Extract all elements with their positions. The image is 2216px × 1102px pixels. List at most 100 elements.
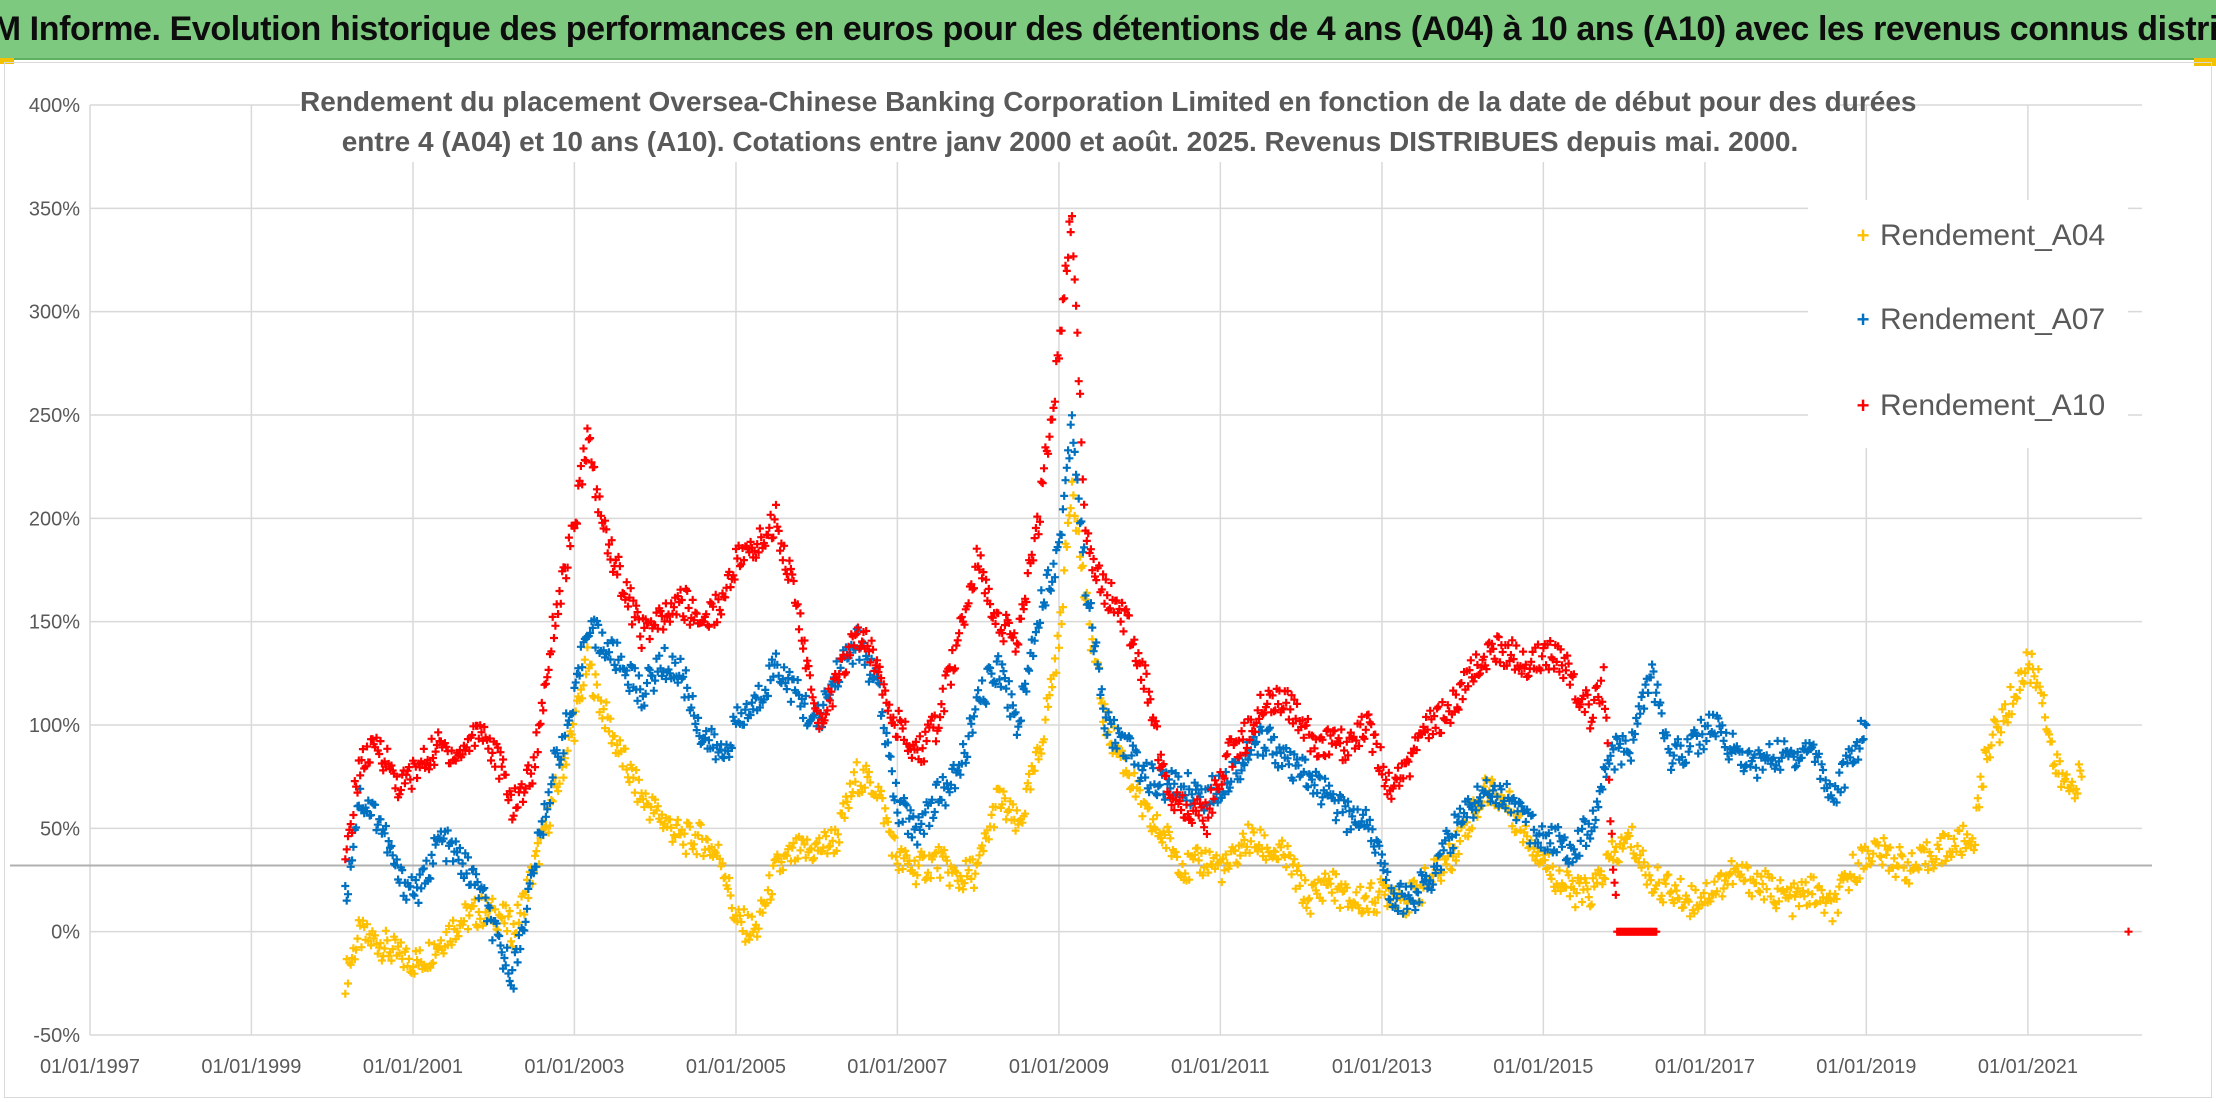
data-point <box>548 612 557 621</box>
data-point <box>495 774 504 783</box>
data-point <box>968 585 977 594</box>
data-point <box>1675 894 1684 903</box>
data-point <box>2027 649 2036 658</box>
data-point <box>930 711 939 720</box>
data-point <box>1640 858 1649 867</box>
data-point <box>1365 883 1374 892</box>
data-point <box>392 772 401 781</box>
data-point <box>1760 895 1768 904</box>
data-point <box>1391 901 1400 910</box>
data-point <box>371 800 380 809</box>
data-point <box>410 891 419 900</box>
data-point <box>1101 575 1110 584</box>
data-point <box>1066 228 1075 237</box>
data-point <box>1777 753 1786 762</box>
data-point <box>854 623 862 632</box>
data-point <box>922 737 931 745</box>
data-point <box>1878 860 1887 869</box>
data-point <box>1289 719 1297 728</box>
data-point <box>982 699 991 708</box>
data-point <box>1217 780 1226 789</box>
data-point <box>695 732 704 740</box>
data-point <box>406 882 415 891</box>
data-point <box>848 659 857 668</box>
data-point <box>1584 700 1593 709</box>
data-point <box>961 758 970 767</box>
data-point <box>1504 641 1513 650</box>
data-point <box>1702 879 1711 888</box>
data-point <box>1833 908 1842 917</box>
data-point <box>394 942 403 951</box>
data-point <box>1131 792 1140 801</box>
data-point <box>537 698 546 707</box>
data-point <box>1264 686 1273 695</box>
data-point <box>1340 796 1349 805</box>
data-point <box>1237 727 1246 736</box>
data-point <box>1228 762 1237 771</box>
data-point <box>1325 750 1334 759</box>
data-point <box>1122 754 1131 763</box>
data-point <box>1193 781 1202 790</box>
data-point <box>665 617 674 626</box>
data-point <box>1147 760 1156 769</box>
data-point <box>799 644 808 653</box>
data-point <box>1361 725 1370 734</box>
data-point <box>483 917 491 926</box>
data-point <box>2047 737 2056 746</box>
data-point <box>1022 687 1031 696</box>
data-point <box>1605 759 1614 768</box>
data-point <box>1224 787 1233 796</box>
data-point <box>1244 820 1253 829</box>
data-point <box>823 706 832 715</box>
data-point <box>1078 548 1087 557</box>
data-point <box>1303 783 1312 792</box>
data-point <box>1271 847 1280 856</box>
data-point <box>1317 800 1326 809</box>
data-point <box>1164 828 1173 836</box>
data-point <box>879 819 888 828</box>
data-point <box>784 674 793 682</box>
data-point <box>1111 738 1120 747</box>
data-point <box>1049 559 1058 568</box>
data-point <box>480 884 489 893</box>
data-point <box>1070 447 1079 456</box>
data-point <box>796 702 805 711</box>
data-point <box>793 676 802 684</box>
data-point <box>380 757 389 766</box>
data-point <box>1291 884 1300 893</box>
data-point <box>1606 751 1615 760</box>
data-point <box>1225 861 1234 870</box>
data-point <box>2068 777 2077 786</box>
data-point <box>1667 765 1676 774</box>
data-point <box>605 727 613 736</box>
data-point <box>1336 739 1344 748</box>
data-point <box>1086 545 1095 554</box>
data-point <box>1482 776 1491 785</box>
data-point <box>1947 852 1956 861</box>
data-point <box>1022 598 1031 606</box>
data-point <box>1100 700 1109 709</box>
data-point <box>555 587 564 595</box>
data-point <box>1855 744 1864 753</box>
data-point <box>349 811 358 819</box>
data-point <box>429 754 437 762</box>
x-tick-label: 01/01/2019 <box>1816 1056 1916 1078</box>
data-point <box>1082 536 1091 545</box>
data-point <box>488 894 497 903</box>
data-point <box>1489 786 1498 795</box>
data-point <box>344 979 352 988</box>
data-point <box>1390 889 1399 898</box>
data-point <box>1093 660 1102 669</box>
data-point <box>358 745 367 754</box>
data-point <box>1048 683 1057 692</box>
data-point <box>942 779 951 788</box>
data-point <box>1458 817 1467 826</box>
data-point <box>1973 794 1982 803</box>
data-point <box>519 797 527 806</box>
data-point <box>1103 591 1112 600</box>
data-point <box>1817 760 1826 769</box>
data-point <box>381 822 390 830</box>
data-point <box>1486 797 1495 806</box>
data-point <box>926 716 935 725</box>
data-point <box>978 676 987 685</box>
